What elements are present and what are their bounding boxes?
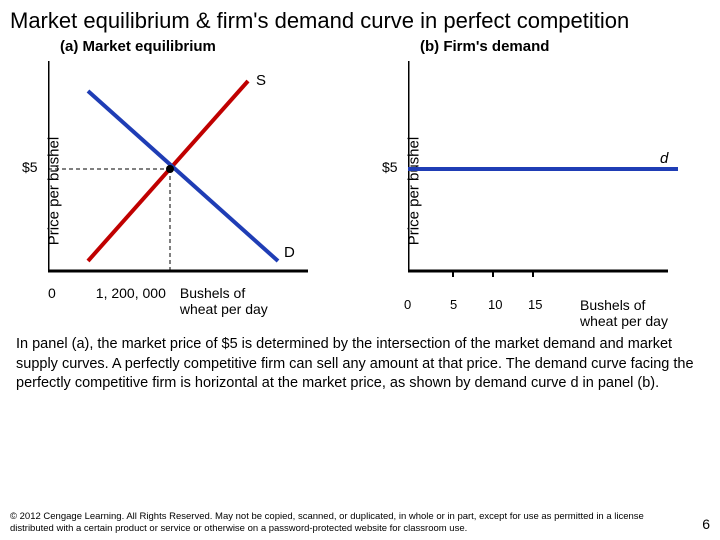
panel-b-title: (b) Firm's demand (370, 38, 710, 61)
panel-b-svg: d (408, 61, 688, 281)
page-title: Market equilibrium & firm's demand curve… (0, 0, 720, 38)
panel-a-xtick: 1, 200, 000 (96, 285, 166, 301)
panels-row: (a) Market equilibrium Price per bushel … (0, 38, 720, 321)
panel-a-xaxis: 0 1, 200, 000 Bushels of wheat per day (48, 285, 340, 317)
panel-b-price-label: $5 (382, 159, 398, 175)
panel-b-xtick-1: 10 (488, 297, 502, 312)
panel-b-xaxis: 0 5 10 15 Bushels of wheat per day (408, 297, 700, 317)
panel-a-origin: 0 (48, 285, 56, 301)
svg-text:S: S (256, 72, 266, 89)
svg-text:D: D (284, 244, 295, 261)
copyright-text: © 2012 Cengage Learning. All Rights Rese… (10, 511, 690, 534)
panel-b: (b) Firm's demand Price per bushel $5 d … (370, 38, 710, 321)
panel-a-title: (a) Market equilibrium (10, 38, 350, 61)
panel-b-plot: d (408, 61, 700, 291)
explanatory-caption: In panel (a), the market price of $5 is … (0, 321, 720, 398)
panel-a: (a) Market equilibrium Price per bushel … (10, 38, 350, 321)
page-number: 6 (702, 516, 710, 532)
panel-b-xtick-0: 5 (450, 297, 457, 312)
panel-b-xtick-2: 15 (528, 297, 542, 312)
panel-a-plotwrap: Price per bushel $5 SD 0 1, 200, 000 Bus… (10, 61, 350, 321)
panel-a-xlabel: Bushels of wheat per day (180, 285, 268, 317)
svg-text:d: d (660, 150, 669, 167)
panel-a-price-label: $5 (22, 159, 38, 175)
panel-b-plotwrap: Price per bushel $5 d 0 5 10 15 Bushels … (370, 61, 710, 321)
panel-a-svg: SD (48, 61, 328, 281)
panel-b-xlabel: Bushels of wheat per day (580, 297, 668, 329)
panel-b-origin: 0 (404, 297, 411, 312)
panel-a-plot: SD (48, 61, 340, 291)
